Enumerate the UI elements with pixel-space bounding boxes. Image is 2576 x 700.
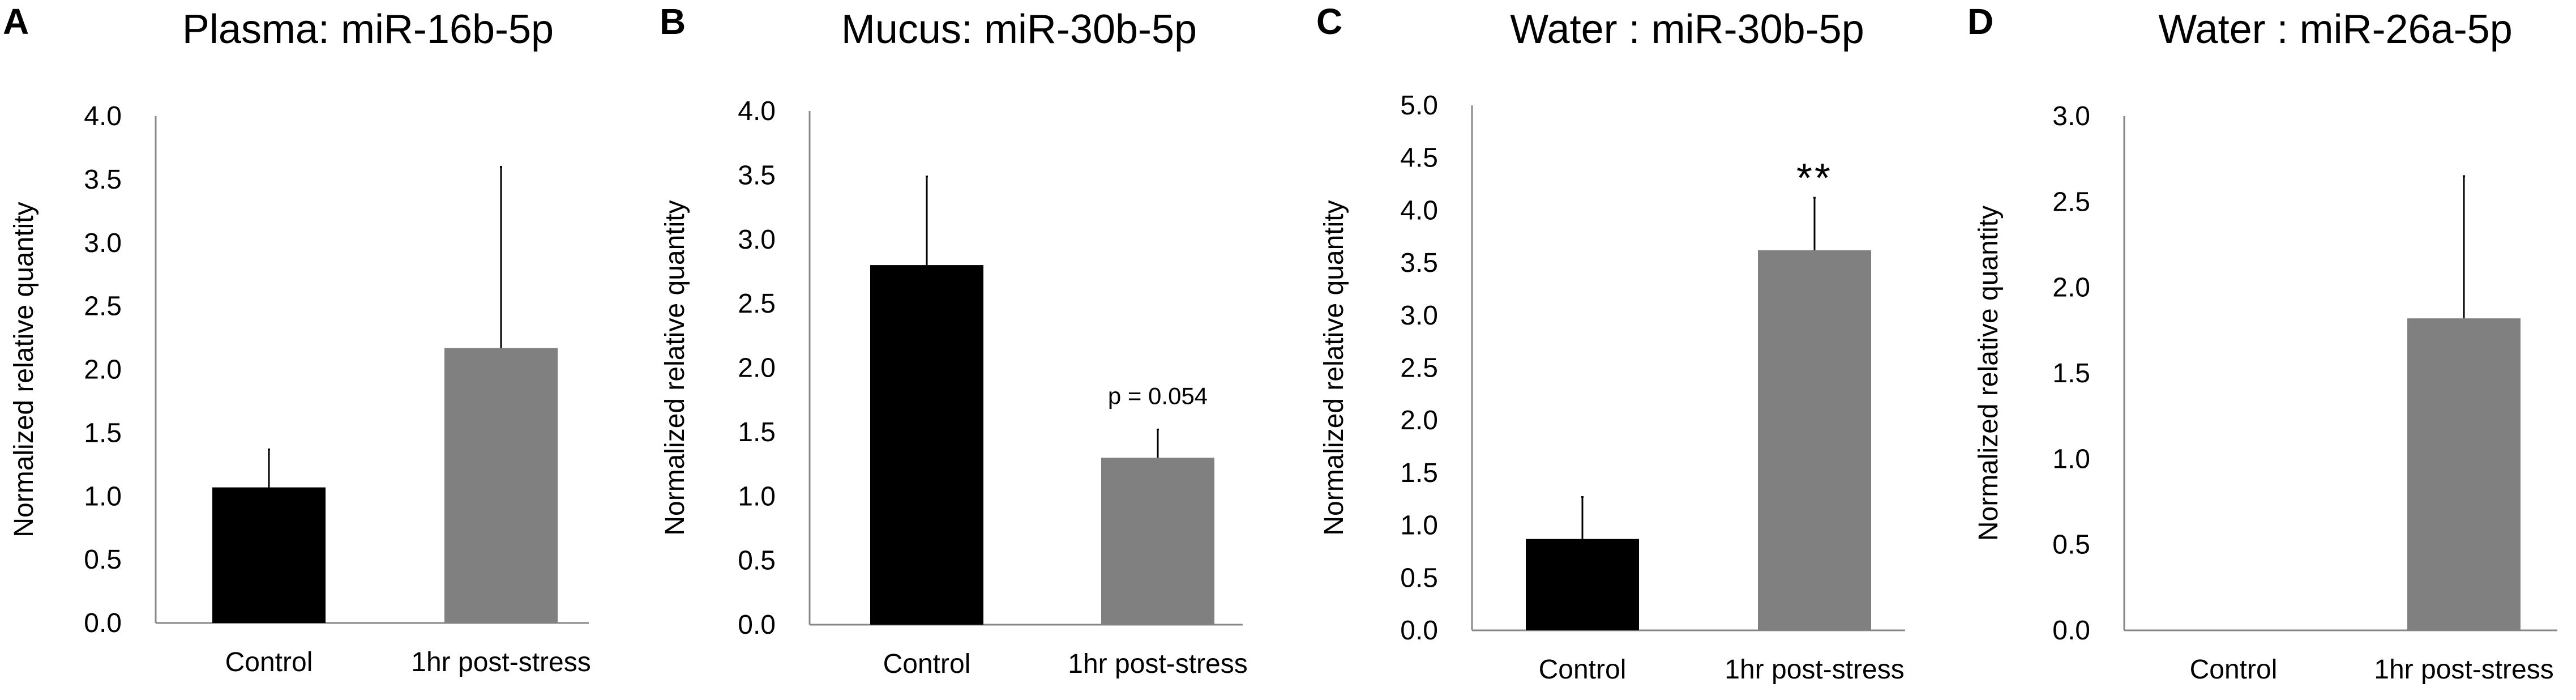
panel-c-y-tick-label: 0.5 <box>1400 563 1438 593</box>
panel-b-annotation: p = 0.054 <box>1108 382 1208 409</box>
panel-d-category-label: 1hr post-stress <box>2374 655 2553 685</box>
panel-a-y-tick-label: 2.5 <box>84 292 122 322</box>
panel-a-category-label: Control <box>225 647 313 677</box>
panel-c-y-tick-label: 5.0 <box>1400 91 1438 121</box>
panel-a-category-label: 1hr post-stress <box>411 647 590 677</box>
panel-c-y-tick-label: 3.0 <box>1400 301 1438 331</box>
panel-c-y-tick-label: 3.5 <box>1400 248 1438 278</box>
panel-a-y-tick-label: 1.5 <box>84 418 122 448</box>
panel-d-y-tick-label: 1.0 <box>2052 444 2090 474</box>
panel-c-y-tick-label: 1.0 <box>1400 511 1438 541</box>
panel-c-category-label: Control <box>1539 655 1627 685</box>
panel-c-bar-post-stress <box>1758 250 1871 630</box>
panel-c-y-tick-label: 0.0 <box>1400 616 1438 646</box>
panel-a-bar-post-stress <box>444 348 558 623</box>
panel-c-annotation: ** <box>1796 156 1833 201</box>
panel-b-y-tick-label: 0.0 <box>738 610 776 640</box>
panel-a-y-axis-label: Normalized relative quantity <box>9 202 39 537</box>
panel-d-y-tick-label: 2.0 <box>2052 273 2090 303</box>
panel-b-y-tick-label: 2.0 <box>738 353 776 383</box>
panel-b-y-tick-label: 3.0 <box>738 225 776 255</box>
panel-a-y-tick-label: 2.0 <box>84 355 122 385</box>
panel-c-y-tick-label: 4.0 <box>1400 195 1438 225</box>
panel-a-y-tick-label: 4.0 <box>84 101 122 131</box>
panel-a-y-tick-label: 0.0 <box>84 608 122 638</box>
panel-b-y-tick-label: 3.5 <box>738 160 776 190</box>
panel-d-y-tick-label: 2.5 <box>2052 187 2090 217</box>
panel-c-y-axis-label: Normalized relative quantity <box>1319 200 1349 535</box>
panel-d-y-axis-label: Normalized relative quantity <box>1974 206 2004 541</box>
panel-c-y-tick-label: 1.5 <box>1400 458 1438 488</box>
panel-d-y-tick-label: 3.0 <box>2052 101 2090 131</box>
panel-b-category-label: Control <box>883 649 971 679</box>
panel-b-y-axis-label: Normalized relative quantity <box>660 200 690 535</box>
panel-b-bar-post-stress <box>1101 458 1214 625</box>
panel-c-y-tick-label: 2.0 <box>1400 406 1438 436</box>
panel-b-y-tick-label: 2.5 <box>738 289 776 319</box>
panel-a-letter: A <box>3 1 29 42</box>
panel-a-title: Plasma: miR-16b-5p <box>182 7 554 52</box>
panel-c-letter: C <box>1316 1 1342 42</box>
panel-b-letter: B <box>660 1 686 42</box>
panel-b-title: Mucus: miR-30b-5p <box>841 7 1197 52</box>
panel-d-y-tick-label: 1.5 <box>2052 358 2090 389</box>
panel-d-bar-post-stress <box>2407 318 2521 630</box>
panel-b-category-label: 1hr post-stress <box>1068 649 1247 679</box>
panel-c-category-label: 1hr post-stress <box>1725 655 1904 685</box>
panel-b-y-tick-label: 0.5 <box>738 546 776 576</box>
panel-b-y-tick-label: 1.0 <box>738 481 776 511</box>
panel-c-y-tick-label: 2.5 <box>1400 353 1438 383</box>
panel-a-bar-control <box>212 487 326 623</box>
panel-d-y-tick-label: 0.5 <box>2052 530 2090 560</box>
panel-a-y-tick-label: 0.5 <box>84 545 122 575</box>
panel-c-bar-control <box>1526 539 1639 630</box>
panel-b-y-tick-label: 1.5 <box>738 417 776 447</box>
panel-a-y-tick-label: 3.5 <box>84 165 122 195</box>
panel-c-title: Water : miR-30b-5p <box>1510 7 1864 52</box>
panel-a-y-tick-label: 1.0 <box>84 481 122 511</box>
panel-b-y-tick-label: 4.0 <box>738 96 776 126</box>
panel-d-category-label: Control <box>2190 655 2278 685</box>
panel-b-bar-control <box>870 265 983 625</box>
panel-d-letter: D <box>1967 1 1993 42</box>
panel-d-y-tick-label: 0.0 <box>2052 616 2090 646</box>
panel-d-title: Water : miR-26a-5p <box>2158 7 2513 52</box>
panel-c-y-tick-label: 4.5 <box>1400 143 1438 173</box>
panel-a-y-tick-label: 3.0 <box>84 228 122 258</box>
